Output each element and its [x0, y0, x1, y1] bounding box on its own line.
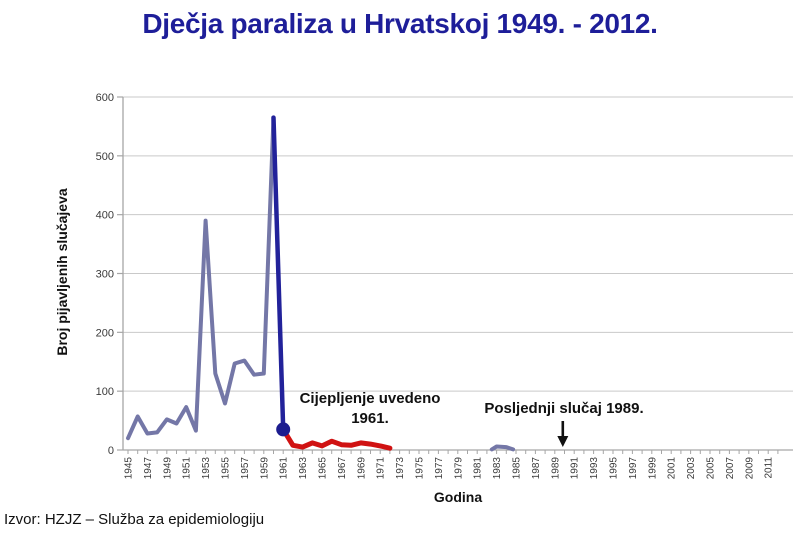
annotation-last-case: Posljednji slučaj 1989. — [484, 400, 644, 417]
x-tick-label-1953: 1953 — [201, 457, 212, 480]
annotation-vaccine-line1: Cijepljenje uvedeno — [299, 390, 441, 407]
x-tick-label-2003: 2003 — [686, 457, 697, 480]
x-tick-label-1955: 1955 — [221, 457, 232, 480]
x-tick-label-1979: 1979 — [453, 457, 464, 480]
series-post-vaccination-1961-1972 — [280, 426, 393, 451]
y-axis-title: Broj pijavljenih slučajeva — [54, 188, 70, 356]
x-tick-label-1989: 1989 — [550, 457, 561, 480]
x-tick-label-1949: 1949 — [162, 457, 173, 480]
x-tick-label-1985: 1985 — [512, 457, 523, 480]
x-tick-label-1999: 1999 — [647, 457, 658, 480]
x-tick-label-1957: 1957 — [240, 457, 251, 480]
x-tick-label-1969: 1969 — [356, 457, 367, 480]
series-outbreak-1983-84 — [489, 444, 516, 452]
x-tick-label-2005: 2005 — [706, 457, 717, 480]
x-tick-label-1991: 1991 — [570, 457, 581, 480]
x-tick-label-1987: 1987 — [531, 457, 542, 480]
x-tick-label-1951: 1951 — [182, 457, 193, 480]
annotation-vaccine-line2: 1961. — [351, 410, 389, 428]
x-tick-label-1983: 1983 — [492, 457, 503, 480]
y-tick-label-500: 500 — [96, 151, 114, 163]
x-tick-label-1965: 1965 — [318, 457, 329, 480]
chart-title: Dječja paraliza u Hrvatskoj 1949. - 2012… — [142, 8, 658, 39]
x-tick-label-1993: 1993 — [589, 457, 600, 480]
vaccination-marker-dot — [276, 422, 291, 437]
x-tick-label-1959: 1959 — [259, 457, 270, 480]
x-tick-label-1947: 1947 — [143, 457, 154, 480]
x-axis-title: Godina — [433, 489, 483, 505]
y-tick-label-100: 100 — [96, 386, 114, 398]
x-tick-label-1973: 1973 — [395, 457, 406, 480]
x-tick-label-1961: 1961 — [279, 457, 290, 480]
x-tick-label-1945: 1945 — [124, 457, 135, 480]
source-text: Izvor: HZJZ – Služba za epidemiologiju — [4, 511, 265, 528]
x-tick-label-1995: 1995 — [609, 457, 620, 480]
down-arrow-head-icon — [557, 436, 569, 447]
x-tick-label-1997: 1997 — [628, 457, 639, 480]
y-tick-label-600: 600 — [96, 92, 114, 104]
y-tick-label-0: 0 — [108, 445, 114, 457]
x-tick-label-1971: 1971 — [376, 457, 387, 480]
x-tick-label-1977: 1977 — [434, 457, 445, 480]
series-pre-vaccination-1945-1960 — [126, 115, 276, 441]
x-tick-label-2001: 2001 — [667, 457, 678, 480]
x-tick-label-1981: 1981 — [473, 457, 484, 480]
y-tick-label-300: 300 — [96, 269, 114, 281]
x-tick-label-1967: 1967 — [337, 457, 348, 480]
y-tick-label-200: 200 — [96, 327, 114, 339]
y-tick-label-400: 400 — [96, 210, 114, 222]
x-tick-label-1975: 1975 — [415, 457, 426, 480]
x-tick-label-2007: 2007 — [725, 457, 736, 480]
x-tick-label-2011: 2011 — [764, 457, 775, 479]
x-tick-label-2009: 2009 — [744, 457, 755, 480]
annotation-vaccine-introduced: Cijepljenje uvedeno 1961. — [300, 389, 441, 430]
x-tick-label-1963: 1963 — [298, 457, 309, 480]
series-epidemic-decline-1960-1961 — [271, 115, 286, 432]
